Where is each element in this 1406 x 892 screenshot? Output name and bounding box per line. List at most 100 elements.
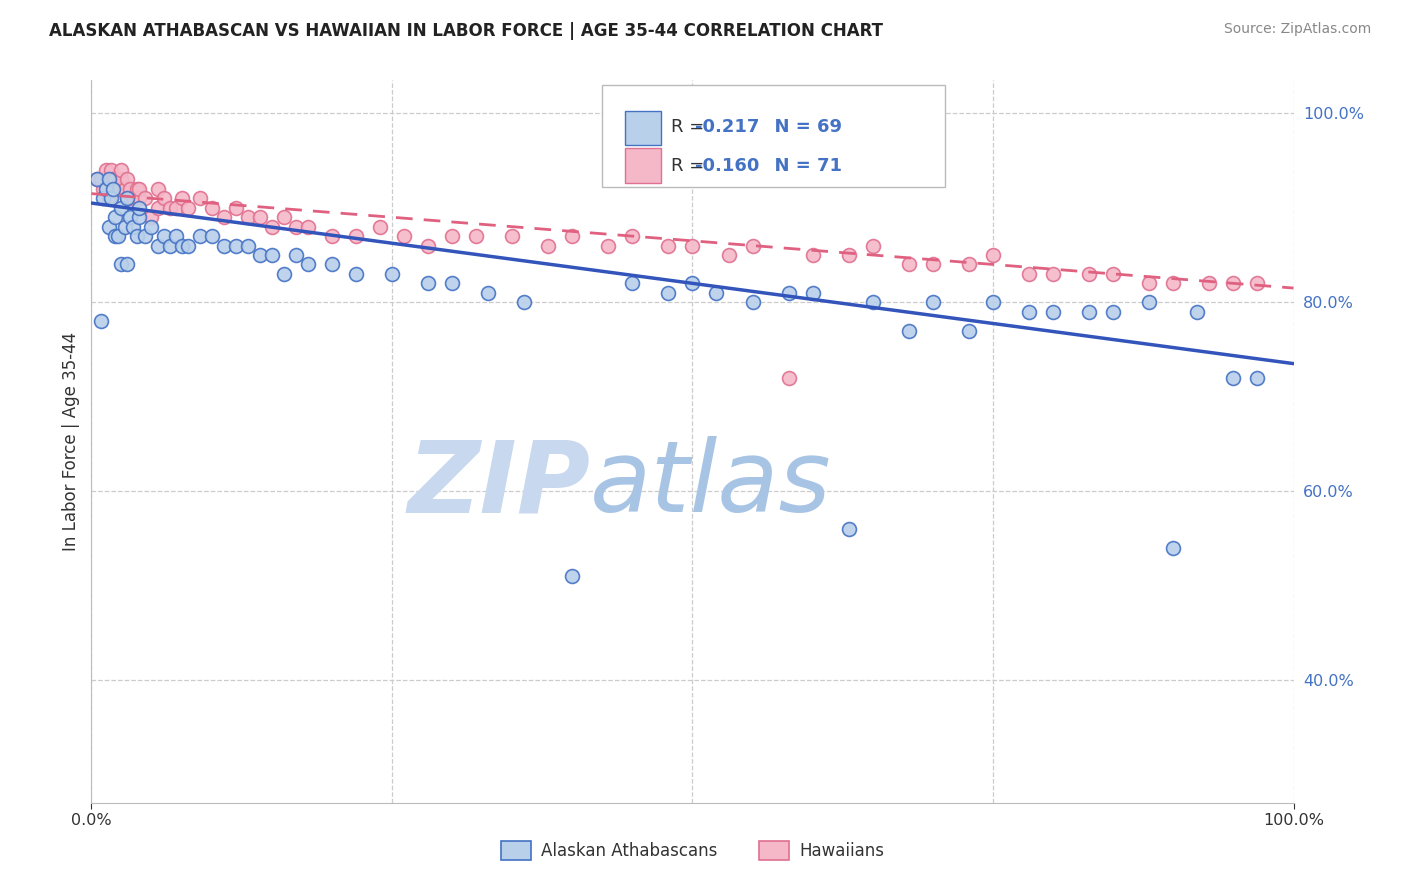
Point bbox=[141, 219, 163, 234]
Point bbox=[118, 211, 141, 225]
Point bbox=[1042, 304, 1064, 318]
Point bbox=[897, 257, 920, 271]
Point bbox=[862, 295, 884, 310]
Point bbox=[98, 172, 121, 186]
Point bbox=[159, 201, 181, 215]
Point bbox=[657, 285, 679, 300]
Point bbox=[957, 324, 980, 338]
Text: N = 69: N = 69 bbox=[762, 119, 842, 136]
Point bbox=[862, 238, 884, 252]
Point bbox=[838, 522, 860, 536]
Point bbox=[981, 295, 1004, 310]
Point bbox=[165, 229, 187, 244]
Point bbox=[273, 211, 295, 225]
Point bbox=[801, 248, 824, 262]
Point bbox=[1018, 304, 1040, 318]
Point bbox=[90, 314, 112, 328]
Point bbox=[1137, 295, 1160, 310]
Point bbox=[98, 219, 121, 234]
Point bbox=[381, 267, 404, 281]
Point bbox=[681, 277, 703, 291]
Point bbox=[134, 229, 156, 244]
Point bbox=[344, 267, 367, 281]
Point bbox=[1161, 277, 1184, 291]
Point bbox=[1222, 371, 1244, 385]
Point bbox=[440, 277, 463, 291]
Text: atlas: atlas bbox=[591, 436, 832, 533]
Point bbox=[657, 238, 679, 252]
Point bbox=[146, 238, 169, 252]
Point bbox=[188, 229, 211, 244]
Point bbox=[621, 277, 644, 291]
Point bbox=[513, 295, 536, 310]
Point bbox=[128, 201, 150, 215]
Point bbox=[236, 211, 259, 225]
Point bbox=[110, 163, 132, 178]
Point bbox=[201, 229, 224, 244]
Point bbox=[176, 201, 198, 215]
Point bbox=[128, 211, 150, 225]
Point bbox=[128, 182, 150, 196]
Point bbox=[117, 172, 139, 186]
Point bbox=[117, 191, 139, 205]
Point bbox=[152, 229, 174, 244]
Point bbox=[838, 248, 860, 262]
Point bbox=[101, 172, 124, 186]
Point bbox=[416, 238, 439, 252]
Point bbox=[188, 191, 211, 205]
Point bbox=[1078, 304, 1101, 318]
Point bbox=[110, 257, 132, 271]
Point bbox=[94, 163, 117, 178]
Text: R =: R = bbox=[671, 156, 710, 175]
Point bbox=[93, 182, 115, 196]
Point bbox=[368, 219, 391, 234]
Point bbox=[125, 229, 148, 244]
Point bbox=[717, 248, 740, 262]
Point bbox=[284, 219, 307, 234]
Text: ZIP: ZIP bbox=[408, 436, 591, 533]
Point bbox=[165, 201, 187, 215]
Point bbox=[1102, 267, 1125, 281]
Point bbox=[249, 211, 271, 225]
Point bbox=[741, 295, 763, 310]
Point bbox=[465, 229, 488, 244]
Point bbox=[225, 201, 247, 215]
Point bbox=[621, 229, 644, 244]
Point bbox=[170, 238, 193, 252]
Point bbox=[100, 191, 122, 205]
Point bbox=[107, 229, 129, 244]
Point bbox=[1246, 277, 1268, 291]
Point bbox=[778, 371, 800, 385]
Text: -0.217: -0.217 bbox=[695, 119, 759, 136]
Point bbox=[1102, 304, 1125, 318]
Point bbox=[741, 238, 763, 252]
Point bbox=[93, 191, 115, 205]
Point bbox=[176, 238, 198, 252]
Point bbox=[897, 324, 920, 338]
Point bbox=[416, 277, 439, 291]
Point bbox=[537, 238, 560, 252]
Point bbox=[1018, 267, 1040, 281]
Point bbox=[104, 211, 127, 225]
Point bbox=[86, 172, 108, 186]
Point bbox=[86, 172, 108, 186]
Point bbox=[110, 172, 132, 186]
Point bbox=[159, 238, 181, 252]
Point bbox=[344, 229, 367, 244]
FancyBboxPatch shape bbox=[626, 148, 661, 183]
Point bbox=[1042, 267, 1064, 281]
Point bbox=[100, 163, 122, 178]
Point bbox=[297, 257, 319, 271]
Point bbox=[122, 219, 145, 234]
Point bbox=[501, 229, 523, 244]
Point bbox=[1078, 267, 1101, 281]
Point bbox=[260, 248, 283, 262]
Point bbox=[392, 229, 415, 244]
Point bbox=[922, 295, 945, 310]
Point bbox=[1137, 277, 1160, 291]
Point bbox=[110, 201, 132, 215]
Point bbox=[107, 182, 129, 196]
Text: ALASKAN ATHABASCAN VS HAWAIIAN IN LABOR FORCE | AGE 35-44 CORRELATION CHART: ALASKAN ATHABASCAN VS HAWAIIAN IN LABOR … bbox=[49, 22, 883, 40]
Point bbox=[101, 182, 124, 196]
Point bbox=[778, 285, 800, 300]
